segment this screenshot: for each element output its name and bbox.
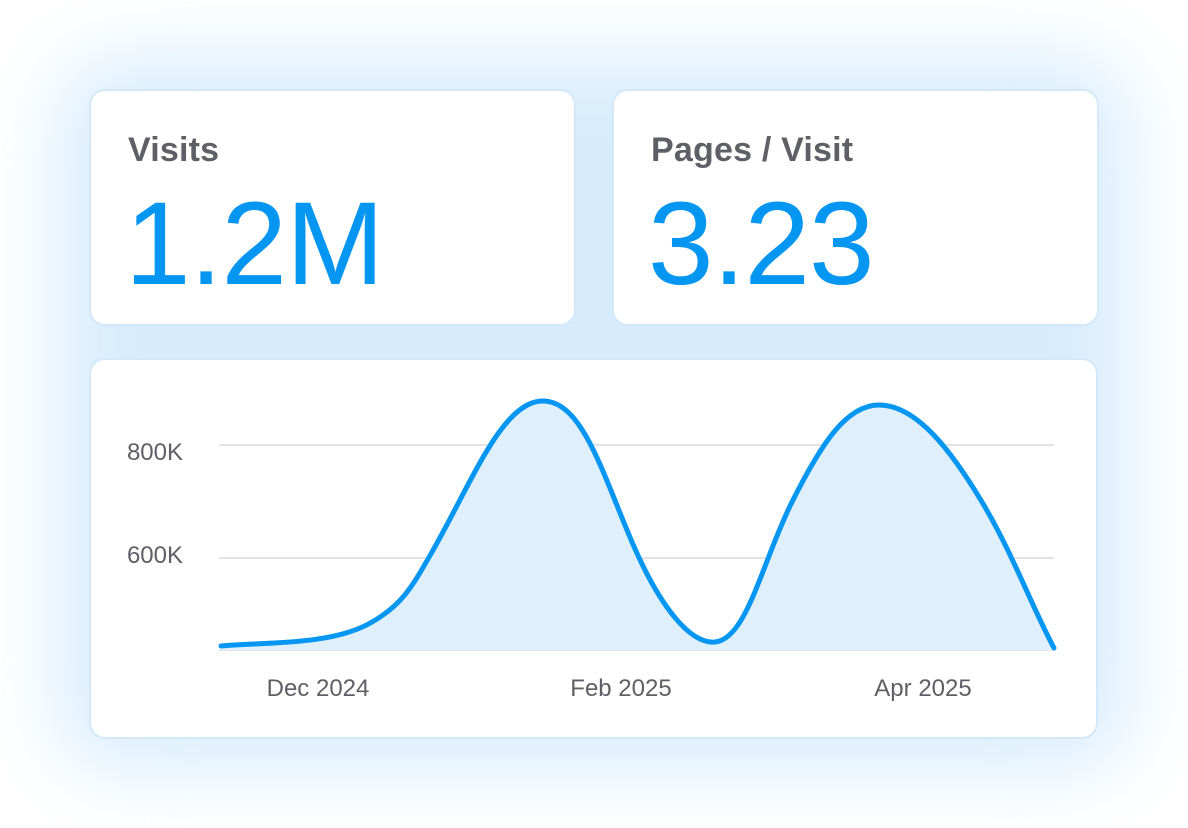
visits-line — [218, 398, 1057, 651]
visits-value: 1.2M — [125, 178, 384, 310]
visits-label: Visits — [128, 131, 220, 169]
visits-area-chart: 800K 600K Dec 2024 Feb 2025 Apr 2025 — [127, 398, 1057, 702]
y-tick-800k: 800K — [127, 439, 183, 466]
visits-chart-card: 800K 600K Dec 2024 Feb 2025 Apr 2025 — [89, 358, 1098, 739]
y-tick-600k: 600K — [127, 542, 183, 569]
x-tick-dec-2024: Dec 2024 — [267, 675, 370, 702]
x-tick-apr-2025: Apr 2025 — [874, 675, 971, 702]
pages-per-visit-value: 3.23 — [648, 178, 875, 310]
visits-kpi-card: Visits 1.2M — [89, 89, 576, 326]
pages-per-visit-label: Pages / Visit — [651, 131, 854, 169]
x-tick-feb-2025: Feb 2025 — [570, 675, 671, 702]
area-fill — [221, 400, 1054, 650]
pages-per-visit-kpi-card: Pages / Visit 3.23 — [612, 89, 1099, 326]
